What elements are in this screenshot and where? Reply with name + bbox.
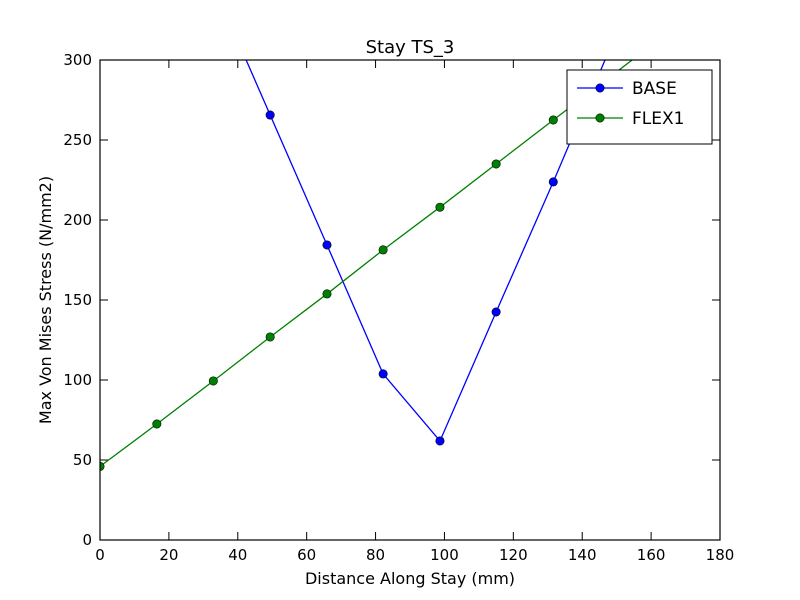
x-tick-label: 120 [499, 546, 528, 564]
data-point [491, 159, 501, 169]
x-tick-label: 100 [430, 546, 459, 564]
data-point [265, 332, 275, 342]
legend-marker [595, 113, 605, 123]
x-tick-label: 0 [95, 546, 105, 564]
legend-marker [595, 83, 605, 93]
data-point [435, 436, 445, 446]
data-point [208, 376, 218, 386]
x-tick-label: 180 [706, 546, 735, 564]
x-tick-label: 40 [228, 546, 247, 564]
x-tick-label: 160 [637, 546, 666, 564]
data-point [322, 240, 332, 250]
y-axis-label: Max Von Mises Stress (N/mm2) [36, 176, 55, 424]
y-tick-label: 300 [63, 51, 92, 69]
x-tick-label: 20 [159, 546, 178, 564]
legend-label: FLEX1 [632, 109, 684, 129]
x-tick-label: 80 [366, 546, 385, 564]
data-point [322, 289, 332, 299]
data-point [378, 369, 388, 379]
y-tick-label: 50 [73, 451, 92, 469]
plot-frame [99, 59, 721, 541]
y-tick-label: 200 [63, 211, 92, 229]
x-tick-label: 140 [568, 546, 597, 564]
x-axis-label: Distance Along Stay (mm) [305, 569, 515, 588]
legend-box [566, 69, 713, 145]
data-point [265, 110, 275, 120]
data-point [548, 115, 558, 125]
chart-title: Stay TS_3 [366, 37, 455, 58]
data-point [435, 202, 445, 212]
data-point [152, 419, 162, 429]
y-tick-label: 100 [63, 371, 92, 389]
data-point [491, 307, 501, 317]
data-point [548, 177, 558, 187]
series-line [245, 60, 606, 443]
y-tick-label: 250 [63, 131, 92, 149]
data-point [378, 245, 388, 255]
legend: BASE FLEX1 [566, 69, 713, 145]
y-tick-label: 0 [82, 531, 92, 549]
legend-label: BASE [632, 79, 677, 99]
x-tick-label: 60 [297, 546, 316, 564]
y-tick-label: 150 [63, 291, 92, 309]
